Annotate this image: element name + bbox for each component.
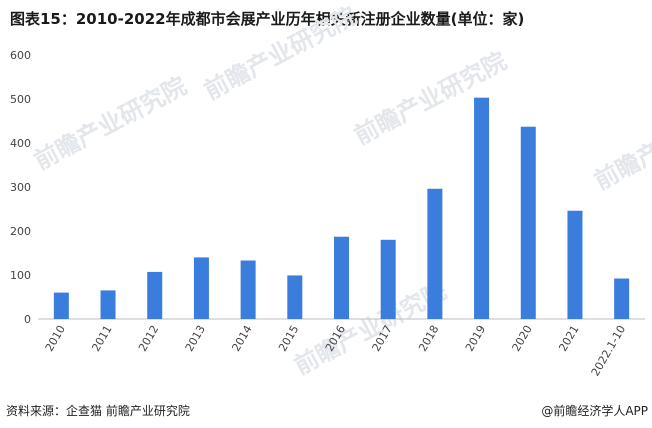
x-tick-label: 2018 bbox=[416, 323, 441, 354]
x-tick-label: 2012 bbox=[136, 323, 161, 354]
bar bbox=[474, 97, 490, 320]
bar bbox=[287, 275, 303, 319]
x-tick-label: 2015 bbox=[276, 323, 301, 354]
bar bbox=[53, 292, 69, 319]
chart-title: 图表15：2010-2022年成都市会展产业历年相关新注册企业数量(单位：家) bbox=[10, 10, 525, 28]
x-tick-label: 2021 bbox=[556, 323, 581, 354]
bar bbox=[193, 257, 209, 319]
y-axis-ticks: 0 100 200 300 400 500 600 bbox=[10, 49, 31, 326]
x-tick-label: 2011 bbox=[89, 323, 114, 354]
source-note: 资料来源：企查猫 前瞻产业研究院 bbox=[6, 404, 190, 418]
y-tick-label: 300 bbox=[10, 181, 31, 194]
y-tick-label: 600 bbox=[10, 49, 31, 62]
x-tick-label: 2019 bbox=[463, 323, 488, 354]
bar bbox=[380, 239, 396, 319]
bar bbox=[427, 188, 443, 319]
y-tick-label: 500 bbox=[10, 93, 31, 106]
x-tick-label: 2010 bbox=[43, 323, 68, 354]
watermark-text: 前瞻产业研究院 bbox=[30, 72, 191, 176]
bar bbox=[100, 290, 116, 319]
bar-series bbox=[53, 97, 630, 320]
y-tick-label: 0 bbox=[24, 313, 31, 326]
watermark-text: 前瞻产业研究院 bbox=[200, 2, 361, 106]
bar bbox=[614, 278, 630, 319]
watermark-text: 前瞻产业研究院 bbox=[590, 92, 652, 196]
bar bbox=[240, 260, 256, 319]
brand-credit: @前瞻经济学人APP bbox=[541, 404, 648, 418]
x-axis-ticks: 2010 2011 2012 2013 2014 2015 2016 2017 2018 2019… bbox=[43, 323, 629, 378]
bar bbox=[567, 210, 583, 319]
bar bbox=[147, 271, 163, 319]
x-tick-label: 2020 bbox=[510, 323, 535, 354]
x-tick-label: 2014 bbox=[229, 323, 254, 354]
y-tick-label: 100 bbox=[10, 269, 31, 282]
bar bbox=[334, 236, 349, 319]
x-tick-label: 2022.1-10 bbox=[589, 323, 628, 378]
x-tick-label: 2013 bbox=[183, 323, 208, 354]
y-tick-label: 200 bbox=[10, 225, 31, 238]
bar bbox=[520, 126, 536, 319]
y-tick-label: 400 bbox=[10, 137, 31, 150]
